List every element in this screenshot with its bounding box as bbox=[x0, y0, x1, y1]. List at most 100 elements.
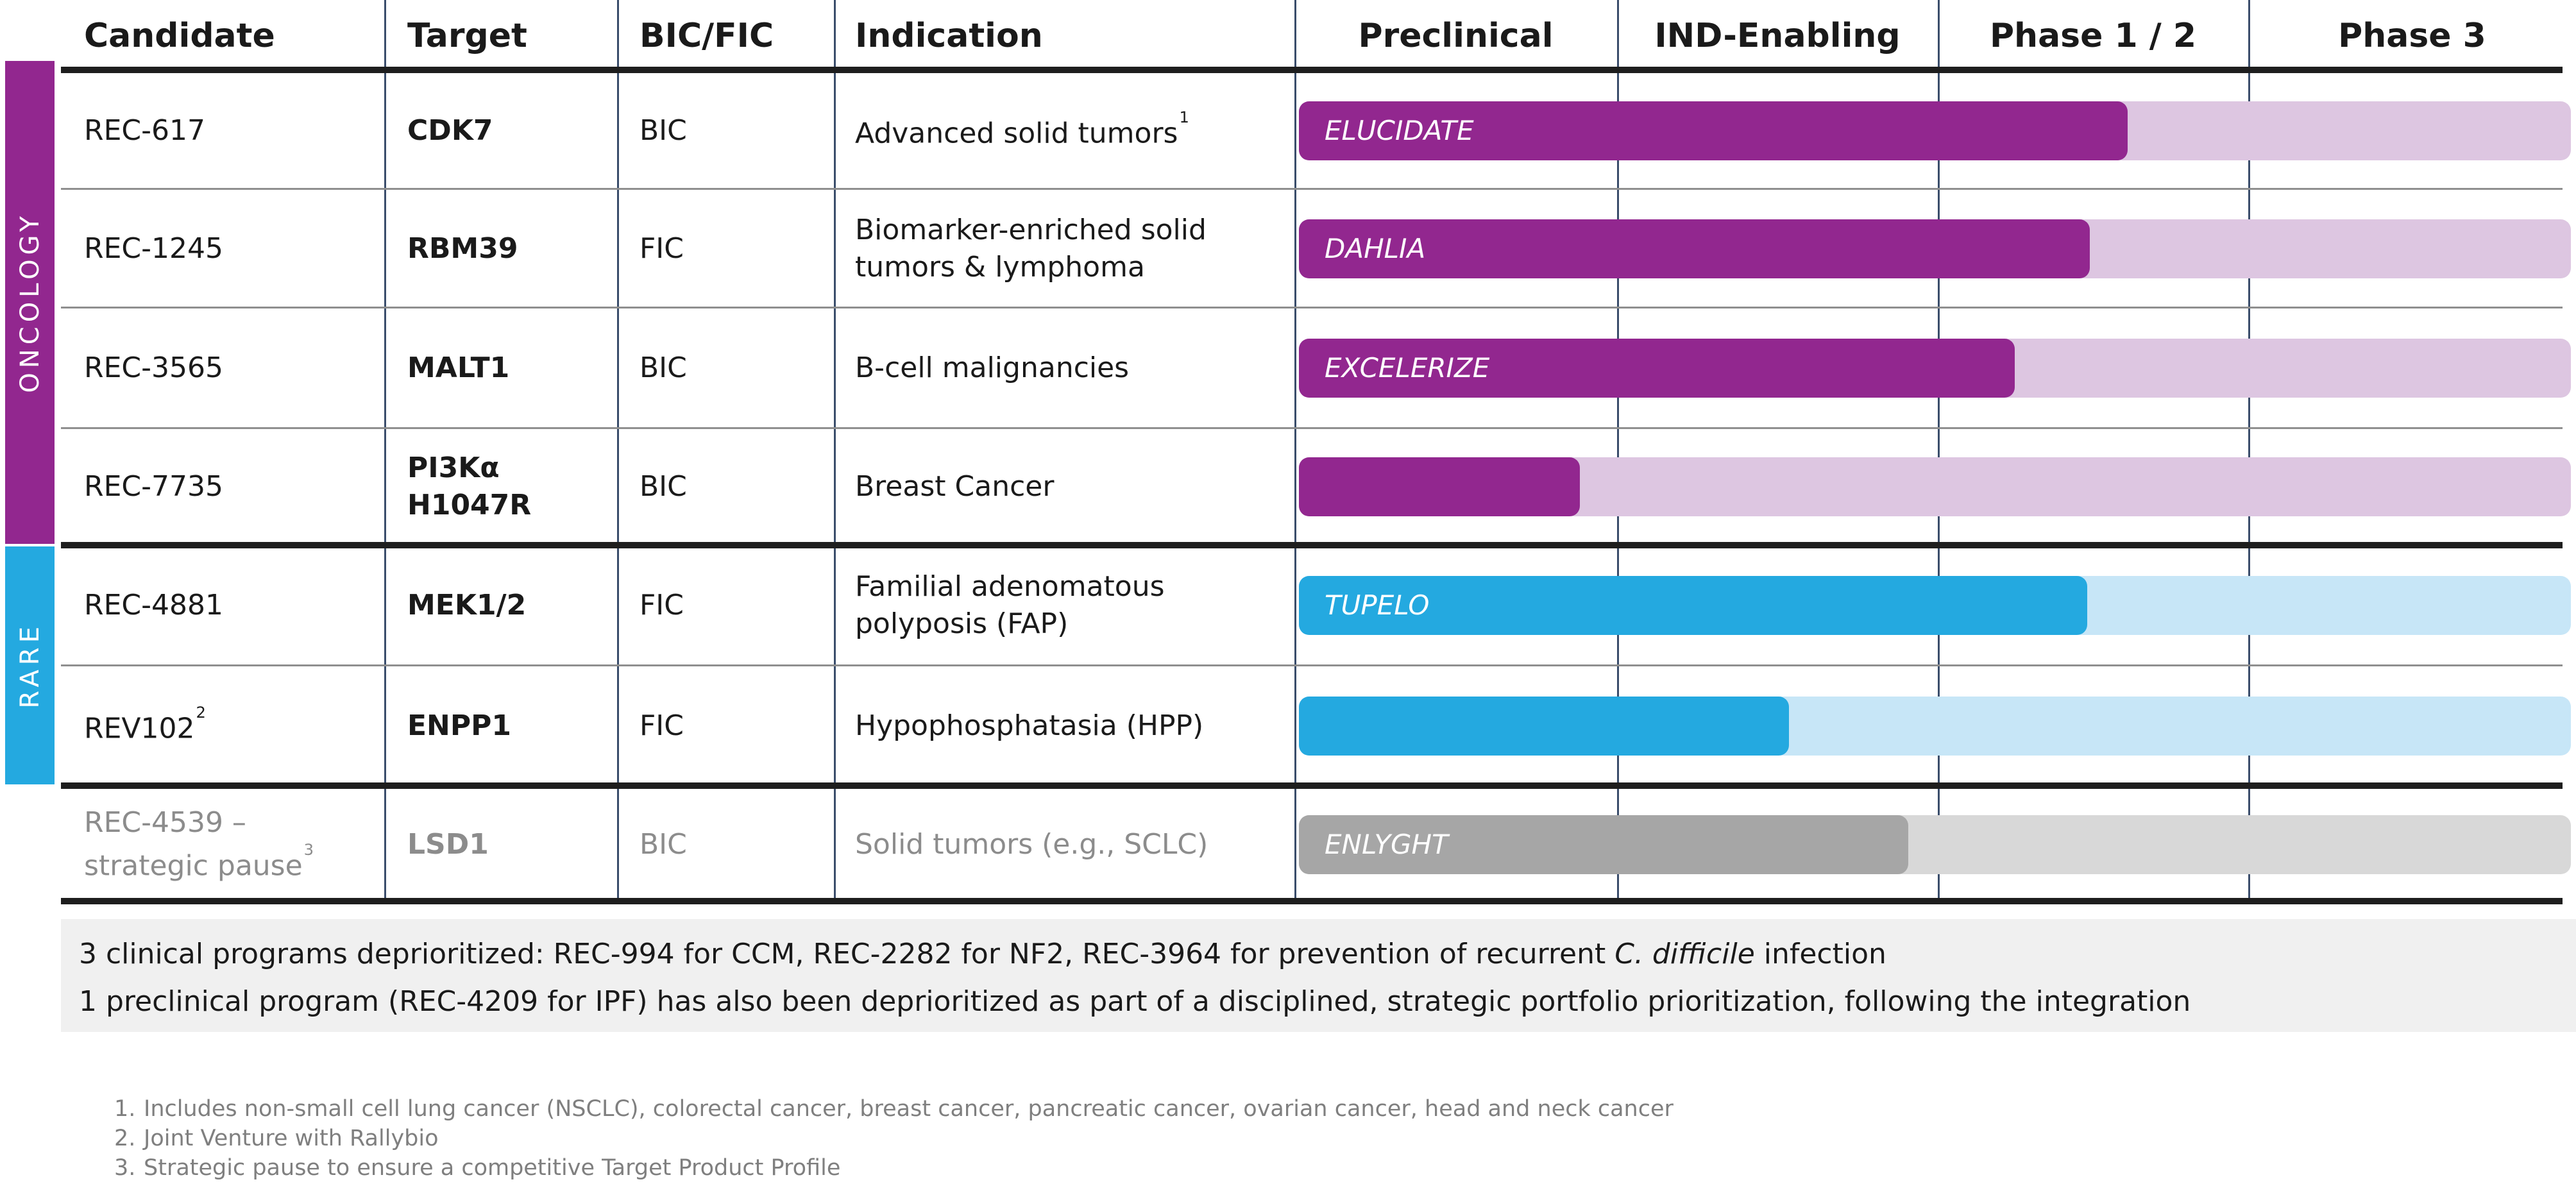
target-cell: MEK1/2 bbox=[407, 589, 527, 621]
trial-name-label: DAHLIA bbox=[1325, 232, 1426, 264]
candidate-name: REC-617 bbox=[84, 114, 205, 147]
progress-fill bbox=[1299, 815, 1908, 874]
trial-name-label: TUPELO bbox=[1325, 589, 1430, 621]
bicfic-cell: FIC bbox=[640, 709, 684, 742]
indication-cell: Hypophosphatasia (HPP) bbox=[855, 709, 1204, 742]
trial-name-label: ELUCIDATE bbox=[1325, 114, 1474, 146]
gridline-ind-phase12 bbox=[1938, 0, 1940, 903]
footnote-marker: 3 bbox=[303, 840, 314, 859]
progress-bar: TUPELO bbox=[1299, 576, 2571, 635]
footnote-list: 1. Includes non-small cell lung cancer (… bbox=[114, 1094, 1674, 1183]
phase-track-cell: DAHLIA bbox=[1294, 189, 2576, 308]
gridline-bicfic-indication bbox=[834, 0, 836, 903]
footnote-text: Strategic pause to ensure a competitive … bbox=[144, 1155, 841, 1181]
pipeline-table: Candidate Target BIC/FIC Indication Prec… bbox=[61, 0, 2576, 903]
candidate-cell: REC-3565 bbox=[84, 351, 223, 384]
target-cell: RBM39 bbox=[407, 232, 518, 265]
progress-fill bbox=[1299, 576, 2087, 635]
footnote-marker: 2 bbox=[196, 703, 206, 722]
table-header-row: Candidate Target BIC/FIC Indication Prec… bbox=[61, 0, 2576, 72]
bicfic-cell: BIC bbox=[640, 114, 687, 147]
column-header-bicfic: BIC/FIC bbox=[640, 17, 774, 55]
footnote-text: Includes non-small cell lung cancer (NSC… bbox=[144, 1096, 1674, 1122]
target-cell: LSD1 bbox=[407, 827, 489, 861]
progress-bar: DAHLIA bbox=[1299, 219, 2571, 278]
note-italic-text: C. difficile bbox=[1614, 938, 1755, 970]
trial-name-label: EXCELERIZE bbox=[1325, 352, 1490, 384]
candidate-cell: REC-4881 bbox=[84, 589, 223, 621]
footnote-item: 2. Joint Venture with Rallybio bbox=[114, 1124, 1674, 1153]
candidate-cell: REC-4539 – strategic pause3 bbox=[61, 786, 384, 903]
column-header-indication: Indication bbox=[855, 17, 1043, 55]
column-header-preclinical: Preclinical bbox=[1358, 17, 1554, 55]
note-line-1: 3 clinical programs deprioritized: REC-9… bbox=[79, 938, 1886, 970]
target-cell: CDK7 bbox=[407, 114, 493, 147]
indication-cell: Biomarker-enriched solid tumors & lympho… bbox=[855, 213, 1207, 283]
footnote-number: 3. bbox=[114, 1155, 136, 1181]
bicfic-cell: BIC bbox=[640, 827, 687, 861]
target-cell: MALT1 bbox=[407, 351, 510, 384]
bicfic-cell: FIC bbox=[640, 232, 684, 265]
candidate-cell: REC-7735 bbox=[84, 470, 223, 503]
bicfic-cell: BIC bbox=[640, 351, 687, 384]
progress-fill bbox=[1299, 339, 2015, 398]
column-header-candidate: Candidate bbox=[84, 17, 275, 55]
target-line1: PI3Kα bbox=[407, 452, 500, 484]
footnote-item: 3. Strategic pause to ensure a competiti… bbox=[114, 1153, 1674, 1183]
separator-row bbox=[61, 307, 2563, 308]
separator-row bbox=[61, 664, 2563, 666]
gridline-phase12-phase3 bbox=[2248, 0, 2250, 903]
gridline-candidate-target bbox=[384, 0, 386, 903]
trial-name-label: ENLYGHT bbox=[1325, 828, 1448, 860]
indication-text: Advanced solid tumors bbox=[855, 117, 1178, 150]
group-label-rare: RARE bbox=[15, 622, 45, 709]
candidate-cell: REV1022 bbox=[61, 666, 384, 786]
column-header-phase-1-2: Phase 1 / 2 bbox=[1989, 17, 2197, 55]
gridline-preclinical-ind bbox=[1617, 0, 1619, 903]
indication-cell: Breast Cancer bbox=[855, 470, 1055, 503]
pipeline-row-rec-4881: REC-4881 MEK1/2 FIC Familial adenomatous… bbox=[61, 545, 2576, 666]
candidate-cell: REC-617 bbox=[61, 72, 384, 189]
pipeline-row-rec-4539: REC-4539 – strategic pause3 LSD1 BIC Soli… bbox=[61, 786, 2576, 903]
candidate-cell: REC-1245 bbox=[84, 232, 223, 265]
indication-cell: Familial adenomatous polyposis (FAP) bbox=[855, 570, 1165, 640]
phase-track-cell: EXCELERIZE bbox=[1294, 308, 2576, 428]
footnote-number: 2. bbox=[114, 1126, 136, 1151]
progress-bar: EXCELERIZE bbox=[1299, 339, 2571, 398]
progress-bar: ELUCIDATE bbox=[1299, 101, 2571, 160]
phase-track-cell bbox=[1294, 666, 2576, 786]
separator-table-bottom bbox=[61, 898, 2563, 904]
target-cell: ENPP1 bbox=[407, 709, 511, 742]
separator-header bbox=[61, 67, 2563, 73]
progress-fill bbox=[1299, 101, 2128, 160]
progress-bar: ENLYGHT bbox=[1299, 815, 2571, 874]
phase-track-cell: ENLYGHT bbox=[1294, 786, 2576, 903]
indication-cell: Advanced solid tumors1 bbox=[834, 72, 1294, 189]
deprioritization-note: 3 clinical programs deprioritized: REC-9… bbox=[61, 919, 2576, 1032]
group-sidebar-rare: RARE bbox=[5, 546, 55, 784]
candidate-name: REV102 bbox=[84, 712, 195, 745]
group-sidebar-oncology: ONCOLOGY bbox=[5, 61, 55, 544]
indication-cell: Solid tumors (e.g., SCLC) bbox=[855, 827, 1208, 861]
progress-bar bbox=[1299, 696, 2571, 756]
bicfic-cell: FIC bbox=[640, 589, 684, 621]
progress-fill bbox=[1299, 696, 1789, 756]
target-cell: PI3Kα H1047R bbox=[384, 428, 617, 545]
phase-track-cell: TUPELO bbox=[1294, 545, 2576, 666]
pipeline-row-rec-617: REC-617 CDK7 BIC Advanced solid tumors1 … bbox=[61, 72, 2576, 189]
progress-bar bbox=[1299, 457, 2571, 516]
progress-fill bbox=[1299, 219, 2090, 278]
separator-row bbox=[61, 188, 2563, 190]
indication-cell: B-cell malignancies bbox=[855, 351, 1130, 384]
separator-oncology-rare bbox=[61, 542, 2563, 548]
column-header-target: Target bbox=[407, 17, 527, 55]
phase-track-cell: ELUCIDATE bbox=[1294, 72, 2576, 189]
footnote-item: 1. Includes non-small cell lung cancer (… bbox=[114, 1094, 1674, 1124]
note-line-2: 1 preclinical program (REC-4209 for IPF)… bbox=[79, 985, 2191, 1018]
target-line2: H1047R bbox=[407, 489, 532, 521]
column-header-phase-3: Phase 3 bbox=[2338, 17, 2486, 55]
candidate-line1: REC-4539 – bbox=[84, 806, 246, 839]
pipeline-row-rev102: REV1022 ENPP1 FIC Hypophosphatasia (HPP) bbox=[61, 666, 2576, 786]
group-label-oncology: ONCOLOGY bbox=[15, 212, 45, 393]
